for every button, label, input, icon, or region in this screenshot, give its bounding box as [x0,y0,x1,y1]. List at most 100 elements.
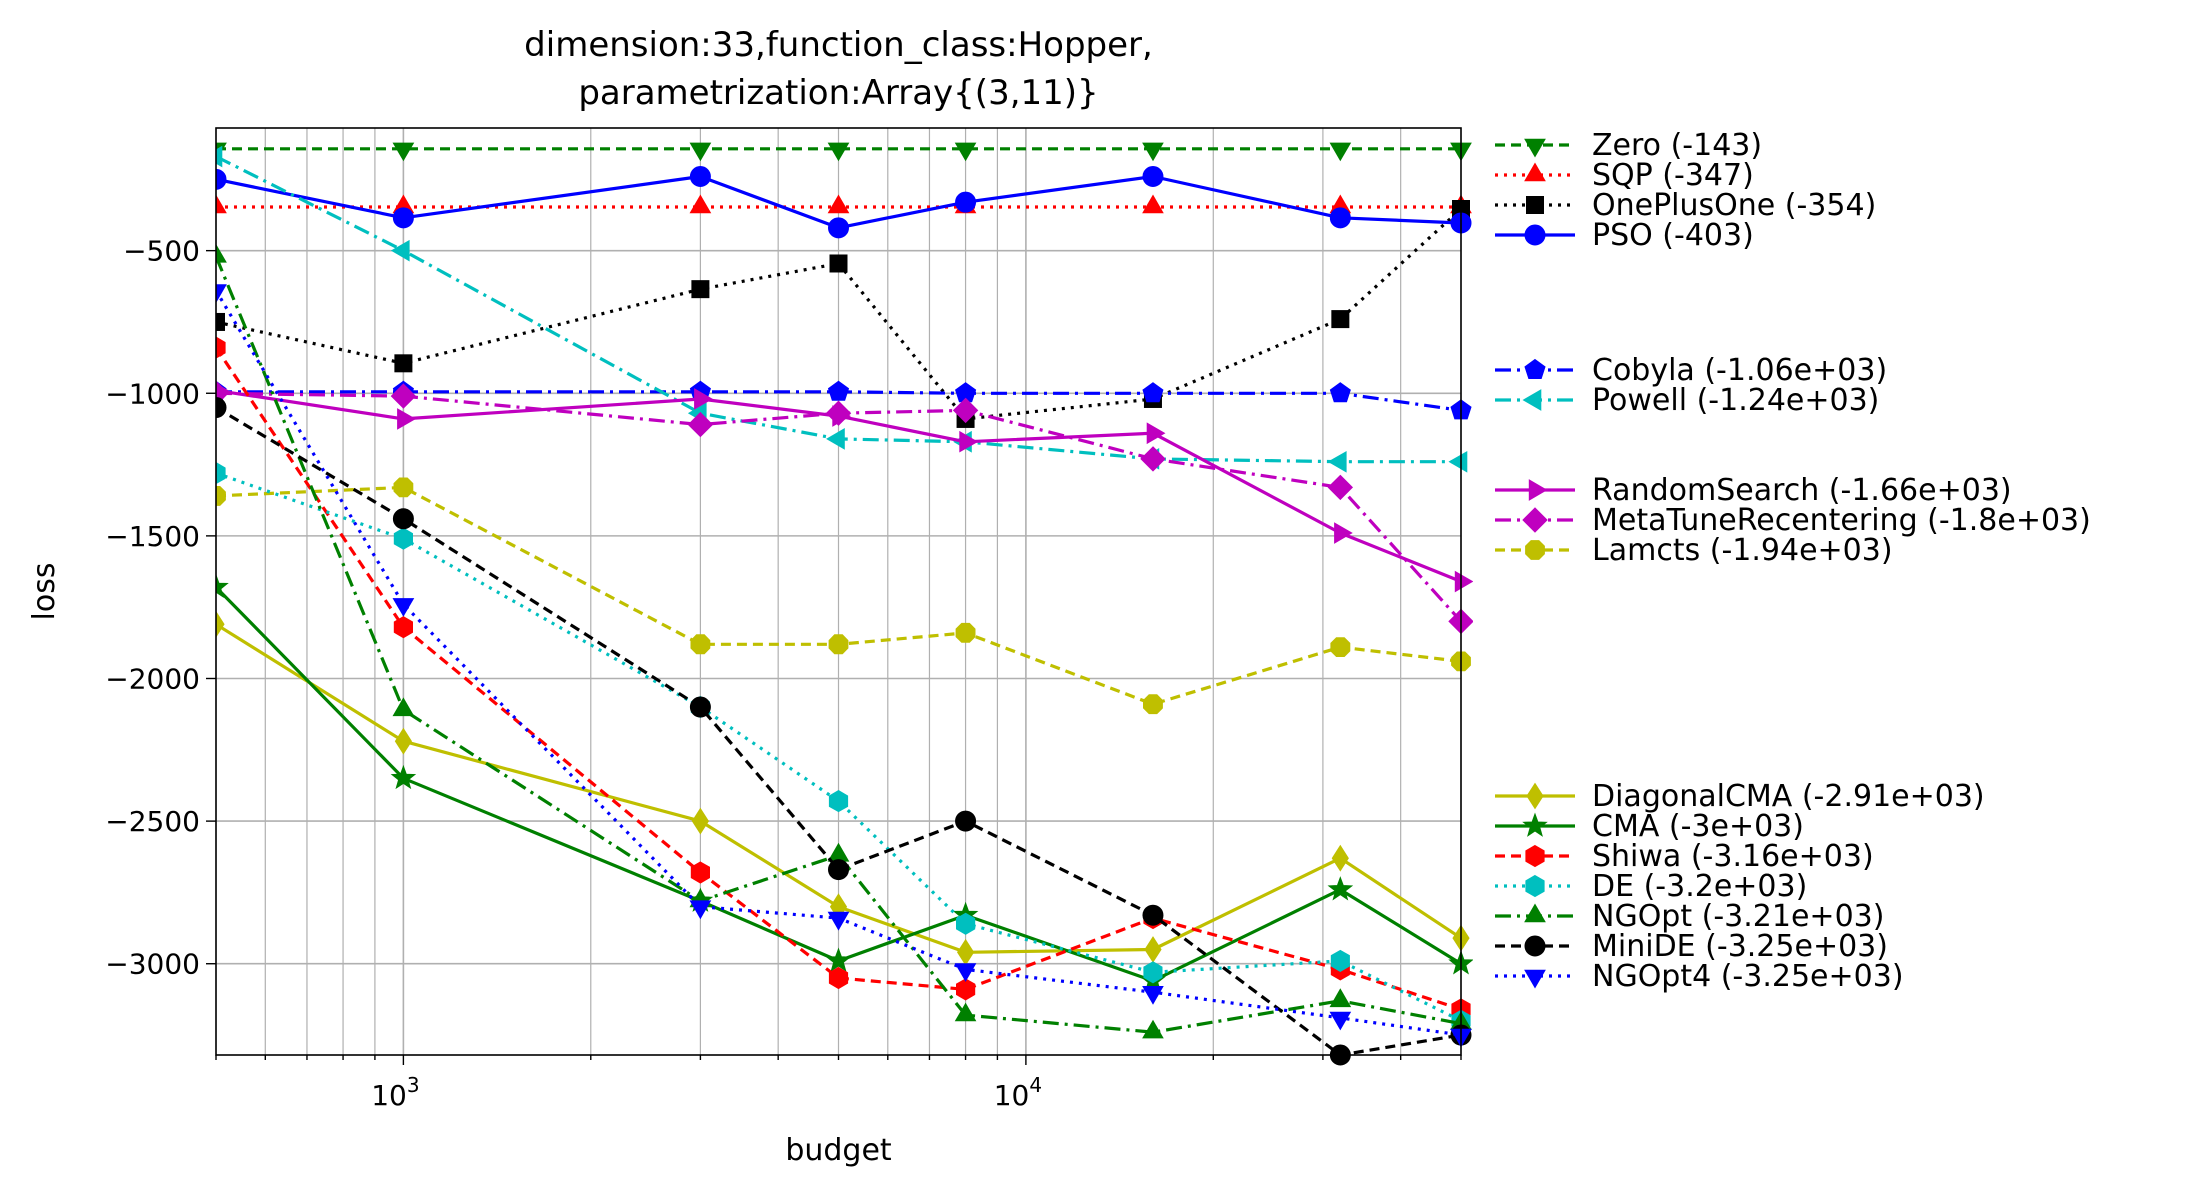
data-point-ngopt4 [1329,1011,1352,1031]
legend-entry-diagonalcma: DiagonalCMA (-2.91e+03) [1495,779,1985,814]
legend-label: Powell (-1.24e+03) [1592,383,1879,418]
data-point-oneplusone [394,354,413,373]
data-point-cobyla [1142,382,1164,403]
series-line-minide [216,406,1462,1057]
legend-label: OnePlusOne (-354) [1592,188,1876,223]
data-point-randomsearch [1146,422,1166,445]
x-axis-label: budget [785,1133,892,1168]
data-point-ngopt4 [1142,986,1164,1005]
data-point-cma [390,764,417,790]
legend-marker [1524,224,1546,246]
legend-entry-ngopt4: NGOpt4 (-3.25e+03) [1495,959,1904,994]
series-ngopt4 [216,284,1472,1048]
data-point-minide [828,859,849,881]
data-point-randomsearch [959,430,979,453]
series-line-diagonalcma [216,622,1462,954]
data-point-lamcts [393,477,414,498]
data-point-metatunerecentering [1140,446,1166,472]
data-point-oneplusone [216,312,225,331]
legend-label: DE (-3.2e+03) [1592,869,1807,904]
data-point-powell [390,239,410,262]
data-point-lamcts [1330,637,1351,657]
data-point-pso [1142,165,1164,187]
data-point-diagonalcma [394,727,412,755]
legend-entry-shiwa: Shiwa (-3.16e+03) [1495,839,1874,874]
legend-label: NGOpt (-3.21e+03) [1592,899,1884,934]
legend-entry-metatunerecentering: MetaTuneRecentering (-1.8e+03) [1495,503,2091,538]
data-point-powell [1327,450,1347,473]
data-point-shiwa [828,966,849,990]
legend-label: Shiwa (-3.16e+03) [1592,839,1874,874]
data-point-oneplusone [691,280,710,299]
x-tick-label: 103 [371,1073,419,1112]
data-point-de [393,527,413,550]
legend-entry-cobyla: Cobyla (-1.06e+03) [1495,353,1887,388]
legend-label: RandomSearch (-1.66e+03) [1592,473,2012,508]
data-point-ngopt [1329,988,1352,1008]
data-point-zero [392,142,415,162]
legend-entry-pso: PSO (-403) [1495,218,1754,253]
data-point-powell [216,145,223,168]
y-axis-label: loss [27,563,62,621]
data-point-oneplusone [829,254,848,273]
data-point-metatunerecentering [952,397,979,424]
data-point-sqp [1142,194,1164,214]
data-point-metatunerecentering [390,383,417,409]
legend-label: Cobyla (-1.06e+03) [1592,353,1887,388]
legend-label: SQP (-347) [1592,158,1754,193]
chart-title-line-1: dimension:33,function_class:Hopper, [524,25,1153,65]
data-point-pso [216,168,227,190]
series-lamcts [216,477,1471,715]
legend-entry-zero: Zero (-143) [1495,128,1762,163]
legend-marker [1528,479,1548,501]
data-point-oneplusone [1331,310,1350,329]
data-point-minide [1142,904,1164,926]
y-tick-label: −1500 [105,520,200,553]
data-point-ngopt4 [216,284,227,304]
data-point-powell [826,428,845,450]
legend-label: Lamcts (-1.94e+03) [1592,533,1893,568]
legend-entry-de: DE (-3.2e+03) [1495,869,1807,904]
series-line-metatunerecentering [216,391,1463,623]
series-line-oneplusone [216,207,1463,421]
data-point-de [216,462,226,485]
series-line-powell [216,155,1461,464]
data-point-metatunerecentering [687,411,714,438]
y-tick-label: −1000 [105,377,200,410]
legend-entry-sqp: SQP (-347) [1495,158,1754,193]
data-point-diagonalcma [216,610,225,638]
x-axis: 103 104 [215,1055,1462,1112]
data-point-sqp [216,194,227,214]
legend-entry-oneplusone: OnePlusOne (-354) [1495,188,1876,223]
y-axis: −500 −1000 −1500 −2000 −2500 −3000 [105,235,216,981]
legend-label: CMA (-3e+03) [1592,809,1804,844]
legend-entry-ngopt: NGOpt (-3.21e+03) [1495,899,1884,934]
legend-entry-randomsearch: RandomSearch (-1.66e+03) [1495,473,2012,508]
data-point-ngopt4 [689,900,712,920]
data-point-de [1330,949,1350,972]
legend: Zero (-143)SQP (-347)OnePlusOne (-354)PS… [1495,128,2091,994]
series-line-ngopt [216,255,1462,1034]
data-point-randomsearch [1334,522,1353,544]
data-point-lamcts [828,634,849,655]
legend-marker [1522,812,1548,837]
y-tick-label: −3000 [105,948,200,981]
legend-marker [1524,138,1546,158]
legend-marker [1524,969,1546,989]
data-point-randomsearch [1454,570,1473,593]
data-point-cma [825,947,852,972]
legend-marker [1522,389,1542,411]
data-point-shiwa [956,978,976,1001]
legend-label: MetaTuneRecentering (-1.8e+03) [1592,503,2091,538]
data-point-lamcts [955,622,976,643]
data-point-de [828,790,849,813]
legend-marker [1524,903,1546,923]
legend-entry-powell: Powell (-1.24e+03) [1495,383,1879,418]
data-point-pso [392,207,414,229]
series-diagonalcma [216,610,1470,966]
data-point-ngopt [392,697,415,717]
legend-marker [1525,540,1545,560]
data-point-metatunerecentering [1327,474,1354,501]
data-point-diagonalcma [1331,844,1349,872]
